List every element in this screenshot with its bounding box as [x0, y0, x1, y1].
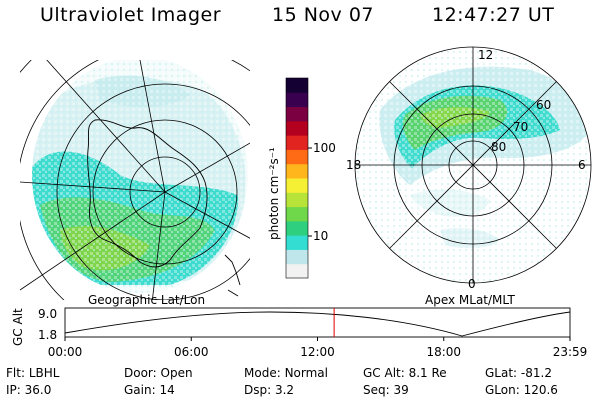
colorbar-cell	[286, 192, 308, 208]
timeline-xtick-label: 23:59	[553, 345, 588, 359]
status-field-label: Mode:	[244, 366, 285, 380]
timeline-xtick-label: 12:00	[300, 345, 335, 359]
colorbar-cell	[286, 120, 308, 136]
observation-date: 15 Nov 07	[272, 4, 375, 26]
status-field-label: GLat:	[485, 366, 521, 380]
mlat-label-80: 80	[491, 140, 506, 154]
colorbar-cell	[286, 178, 308, 193]
colorbar-cell	[286, 263, 308, 279]
status-field-value: 120.6	[523, 383, 558, 397]
colorbar-cell	[286, 249, 308, 265]
status-field-value: LBHL	[28, 366, 60, 380]
timeline-xtick-label: 18:00	[426, 345, 461, 359]
colorbar-cell	[286, 149, 308, 165]
timeline-ytick-9: 9.0	[38, 307, 57, 321]
status-field: Door: Open	[124, 366, 193, 380]
geographic-caption: Geographic Lat/Lon	[88, 293, 205, 307]
status-field: Mode: Normal	[244, 366, 328, 380]
colorbar-unit-label: photon cm⁻²s⁻¹	[267, 147, 281, 240]
status-field-value: 36.0	[24, 383, 52, 397]
status-field-value: 14	[159, 383, 175, 397]
geographic-image-panel	[20, 60, 250, 300]
timeline-xtick-label: 06:00	[174, 345, 209, 359]
status-field-value: Normal	[284, 366, 328, 380]
colorbar-cell	[286, 78, 308, 93]
status-field-label: GC Alt:	[363, 366, 409, 380]
status-field-label: Door:	[124, 366, 161, 380]
status-field-label: GLon:	[485, 383, 524, 397]
status-field: GC Alt: 8.1 Re	[363, 366, 447, 380]
status-field-value: -81.2	[520, 366, 552, 380]
colorbar-cell	[286, 206, 308, 222]
status-field: Dsp: 3.2	[244, 383, 294, 397]
mlt-label-6: 6	[578, 158, 586, 172]
status-field-label: Dsp:	[244, 383, 275, 397]
status-field: Seq: 39	[363, 383, 409, 397]
colorbar-cell	[286, 235, 308, 250]
status-field: GLat: -81.2	[485, 366, 552, 380]
mlt-label-18: 18	[346, 158, 361, 172]
status-field-value: 39	[393, 383, 409, 397]
colorbar-cell	[286, 106, 308, 122]
instrument-title: Ultraviolet Imager	[40, 4, 222, 26]
colorbar-tick-10: 10	[313, 229, 328, 243]
status-field-value: Open	[160, 366, 193, 380]
apex-caption: Apex MLat/MLT	[425, 293, 515, 307]
colorbar-tick-100: 100	[313, 141, 336, 155]
status-field-label: IP:	[6, 383, 25, 397]
status-field: IP: 36.0	[6, 383, 51, 397]
colorbar-cell	[286, 163, 308, 179]
mlt-label-0: 0	[468, 277, 476, 291]
timeline-xtick-label: 00:00	[48, 345, 83, 359]
timeline-y-label: GC Alt	[11, 308, 25, 346]
timeline-ytick-1-8: 1.8	[38, 328, 57, 342]
status-field-value: 8.1 Re	[408, 366, 447, 380]
status-field: GLon: 120.6	[485, 383, 558, 397]
status-field: Gain: 14	[124, 383, 175, 397]
colorbar-cell	[286, 135, 308, 150]
mlat-label-60: 60	[536, 98, 551, 112]
intensity-colorbar: 100 10 photon cm⁻²s⁻¹	[267, 77, 336, 279]
status-field: Flt: LBHL	[6, 366, 59, 380]
observation-time: 12:47:27 UT	[432, 4, 555, 26]
mlt-label-12: 12	[478, 48, 493, 62]
status-field-value: 3.2	[274, 383, 295, 397]
status-field-label: Seq:	[363, 383, 394, 397]
colorbar-cell	[286, 220, 308, 236]
altitude-timeline: GC Alt 9.0 1.8 00:00 06:00 12:00 18:00 23:59	[11, 307, 587, 359]
apex-polar-panel: 12 0 18 6 60 70 80	[346, 46, 592, 291]
status-field-label: Gain:	[124, 383, 160, 397]
colorbar-cell	[286, 92, 308, 108]
mlat-label-70: 70	[513, 120, 528, 134]
status-field-label: Flt:	[6, 366, 29, 380]
